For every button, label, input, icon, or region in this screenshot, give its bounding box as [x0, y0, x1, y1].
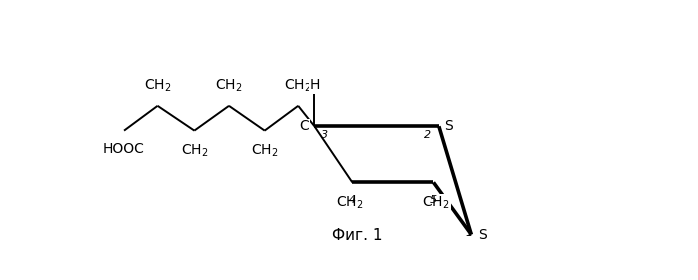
Text: S: S: [478, 228, 487, 242]
Text: Фиг. 1: Фиг. 1: [332, 228, 383, 243]
Text: CH$_2$: CH$_2$: [251, 143, 279, 159]
Text: HOOC: HOOC: [103, 143, 145, 157]
Text: CH$_2$: CH$_2$: [181, 143, 208, 159]
Text: CH$_2$: CH$_2$: [215, 78, 243, 94]
Text: 3: 3: [322, 130, 329, 139]
Text: C: C: [299, 119, 309, 133]
Text: 1: 1: [466, 228, 473, 238]
Text: S: S: [445, 119, 453, 133]
Text: CH$_2$: CH$_2$: [144, 78, 171, 94]
Text: CH$_2$: CH$_2$: [422, 194, 450, 211]
Text: H: H: [309, 78, 320, 92]
Text: CH$_2$: CH$_2$: [336, 194, 364, 211]
Text: CH$_2$: CH$_2$: [285, 78, 312, 94]
Text: 2: 2: [424, 130, 431, 139]
Text: 4: 4: [349, 195, 356, 205]
Text: 5: 5: [430, 195, 437, 205]
